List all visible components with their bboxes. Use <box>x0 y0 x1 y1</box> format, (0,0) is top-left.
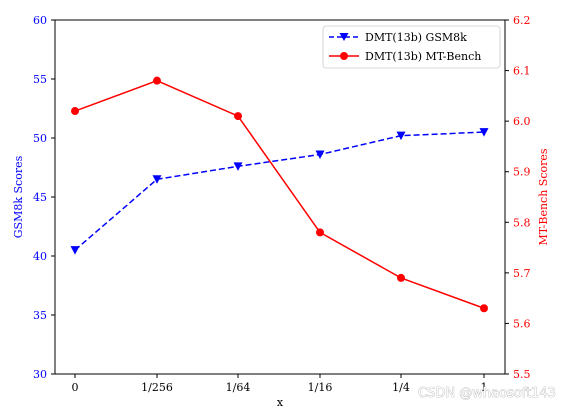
right-tick-label: 6.0 <box>513 115 531 128</box>
right-tick-label: 5.7 <box>513 267 531 280</box>
series-line-gsm8k <box>74 131 485 251</box>
data-point-gsm8k <box>479 128 489 137</box>
series-layer <box>70 76 489 313</box>
left-tick-label: 30 <box>33 368 47 381</box>
right-tick-label: 6.1 <box>513 65 531 78</box>
data-point-mtbench <box>153 76 161 85</box>
left-tick-label: 60 <box>33 14 47 27</box>
left-axis: 30 35 40 45 50 55 60 <box>33 14 55 381</box>
series-line-mtbench <box>74 79 485 309</box>
data-point-gsm8k <box>315 150 325 160</box>
data-point-gsm8k <box>152 175 162 184</box>
legend-label-mtbench: DMT(13b) MT-Bench <box>365 50 481 63</box>
right-tick-label: 6.2 <box>513 14 531 27</box>
x-tick-label: 1/256 <box>141 381 173 394</box>
x-tick-label: 0 <box>72 381 79 394</box>
legend: DMT(13b) GSM8k DMT(13b) MT-Bench <box>322 25 501 69</box>
left-axis-label: GSM8k Scores <box>12 155 25 238</box>
right-tick-label: 5.9 <box>513 166 531 179</box>
right-tick-label: 5.5 <box>513 368 531 381</box>
data-point-mtbench <box>316 228 324 237</box>
data-point-gsm8k <box>396 131 406 141</box>
x-tick-label: 1/4 <box>392 381 410 394</box>
right-tick-label: 5.6 <box>513 317 531 330</box>
legend-box <box>322 25 501 69</box>
plot-frame <box>54 19 506 375</box>
left-tick-label: 45 <box>33 191 47 204</box>
x-axis-label: x <box>277 396 284 408</box>
x-tick-label: 1/16 <box>308 381 333 394</box>
data-point-mtbench <box>71 107 79 116</box>
legend-marker-mtbench <box>340 52 348 60</box>
watermark: CSDN @whaosoft143 <box>418 386 556 401</box>
left-tick-label: 50 <box>33 132 47 145</box>
left-tick-label: 40 <box>33 250 47 263</box>
data-point-gsm8k <box>70 246 80 255</box>
right-axis: 5.5 5.6 5.7 5.8 5.9 6.0 6.1 6.2 <box>505 14 531 381</box>
left-tick-label: 35 <box>33 309 47 322</box>
data-point-mtbench <box>480 304 488 313</box>
x-tick-label: 1/64 <box>226 381 251 394</box>
data-point-gsm8k <box>233 162 243 171</box>
data-point-mtbench <box>397 273 405 282</box>
left-tick-label: 55 <box>33 73 47 86</box>
legend-marker-gsm8k <box>339 33 349 41</box>
x-tick-label: 1 <box>481 381 488 394</box>
x-axis: 0 1/256 1/64 1/16 1/4 1 <box>72 374 488 394</box>
right-axis-label: MT-Bench Scores <box>537 148 550 245</box>
right-tick-label: 5.8 <box>513 216 531 229</box>
data-point-mtbench <box>234 112 242 121</box>
legend-label-gsm8k: DMT(13b) GSM8k <box>365 31 467 44</box>
